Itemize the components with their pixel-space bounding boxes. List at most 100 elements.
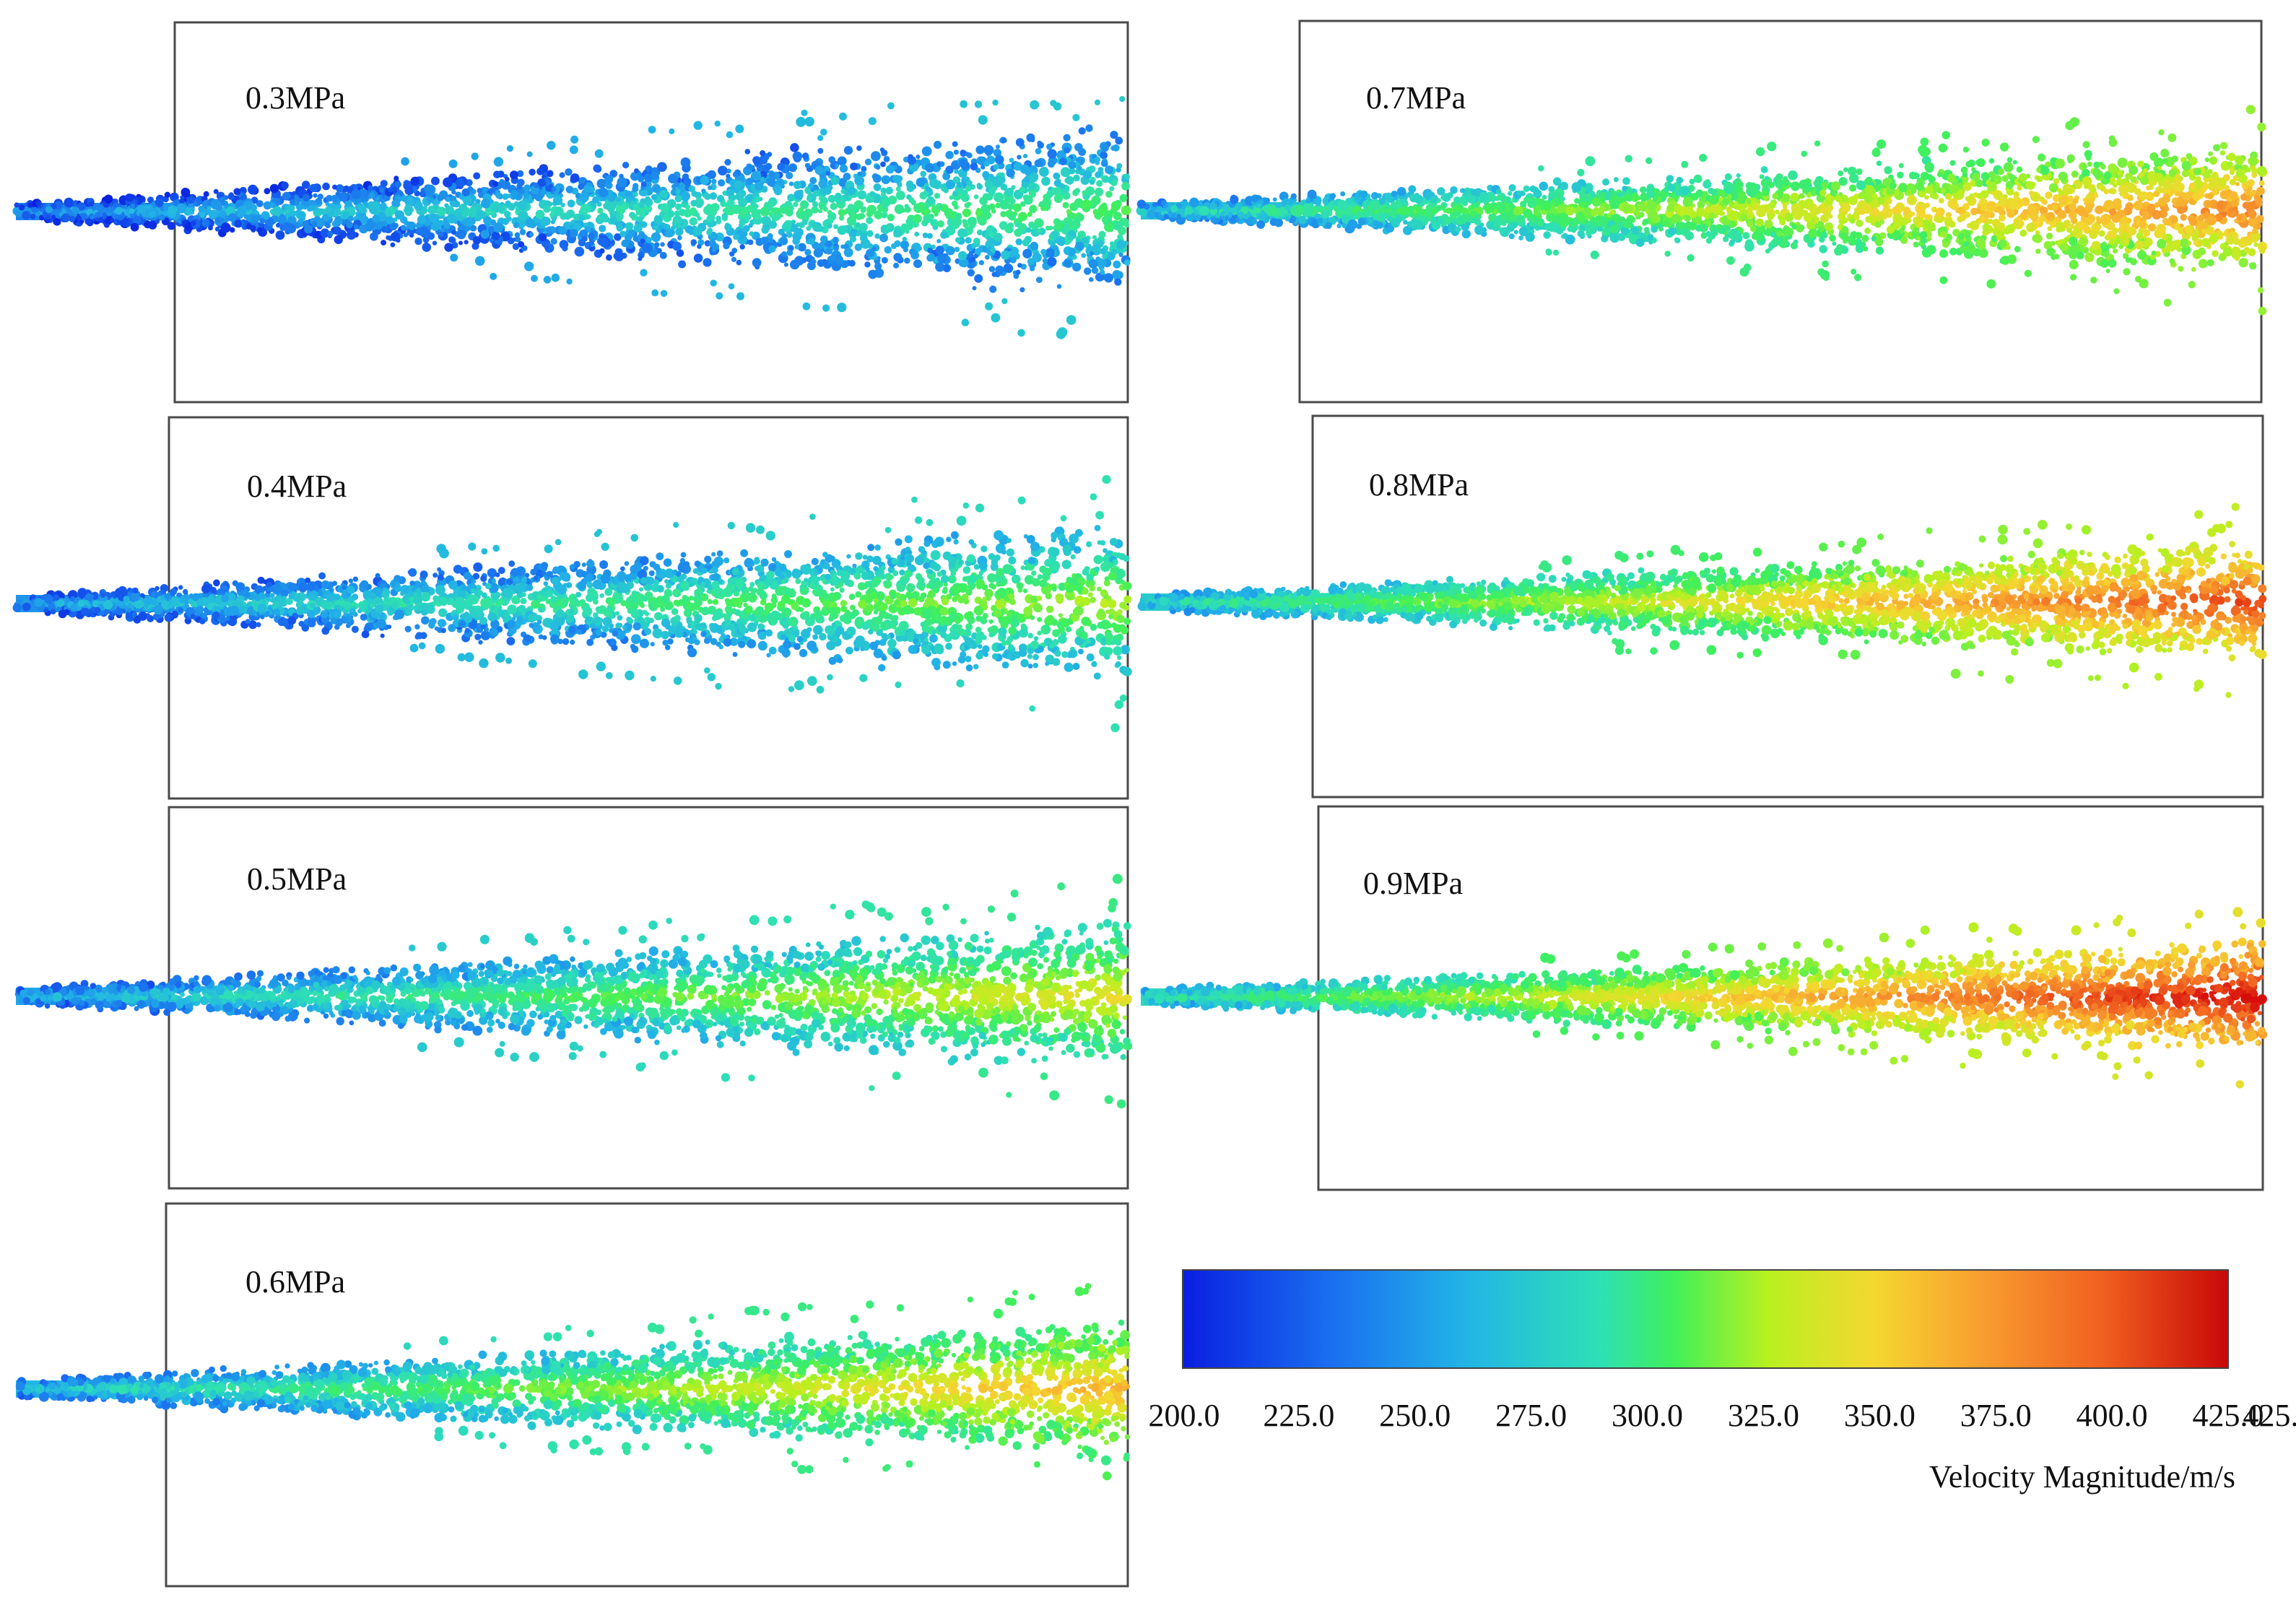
droplet [568, 609, 574, 614]
droplet [130, 203, 136, 209]
droplet [1019, 164, 1030, 174]
droplet [733, 590, 740, 597]
droplet [859, 222, 868, 232]
droplet [771, 593, 777, 599]
droplet [1123, 555, 1130, 562]
droplet [76, 215, 82, 222]
droplet [966, 180, 973, 186]
droplet [826, 640, 836, 650]
droplet [1030, 541, 1040, 552]
droplet [781, 232, 787, 239]
droplet [970, 162, 978, 171]
droplet [17, 599, 22, 604]
droplet [1026, 133, 1035, 142]
droplet [783, 262, 788, 267]
droplet [1028, 190, 1036, 198]
droplet [710, 203, 720, 212]
droplet [90, 214, 95, 219]
droplet [466, 218, 474, 227]
droplet [952, 141, 958, 147]
droplet [1058, 626, 1066, 634]
droplet [845, 646, 853, 655]
droplet [645, 237, 652, 243]
droplet [586, 573, 593, 580]
droplet [1105, 595, 1112, 601]
droplet [988, 619, 993, 625]
droplet [1037, 617, 1043, 622]
droplet [203, 191, 209, 197]
droplet [867, 544, 875, 552]
droplet [656, 552, 664, 560]
droplet [316, 219, 325, 227]
droplet [432, 240, 438, 245]
droplet [419, 570, 428, 579]
droplet [697, 244, 702, 249]
droplet [422, 243, 432, 252]
droplet [996, 144, 1000, 149]
droplet [978, 115, 988, 125]
droplet [178, 596, 186, 604]
droplet [1045, 661, 1050, 666]
droplet [958, 628, 966, 636]
droplet [644, 210, 649, 216]
droplet [765, 629, 773, 637]
droplet [1001, 297, 1008, 305]
droplet [408, 590, 414, 596]
droplet [84, 218, 92, 225]
droplet [1073, 174, 1080, 182]
droplet [799, 648, 808, 658]
droplet [1111, 622, 1117, 628]
droplet [201, 219, 210, 227]
droplet [880, 225, 889, 232]
droplet [857, 582, 866, 591]
droplet [705, 562, 710, 567]
droplet [1112, 270, 1122, 279]
droplet [747, 639, 757, 649]
droplet [583, 606, 593, 616]
droplet [346, 221, 354, 229]
droplet [634, 168, 639, 173]
droplet [693, 121, 703, 130]
droplet [1034, 159, 1043, 167]
droplet [604, 588, 613, 596]
droplet [883, 156, 890, 162]
droplet [733, 233, 739, 240]
droplet [949, 213, 955, 219]
droplet [474, 633, 482, 640]
droplet [88, 201, 95, 207]
droplet [546, 170, 554, 178]
droplet [1074, 143, 1083, 152]
droplet [921, 552, 927, 557]
droplet [856, 145, 862, 151]
droplet [404, 593, 409, 599]
droplet [1061, 651, 1069, 658]
droplet [554, 206, 564, 217]
droplet [681, 573, 687, 580]
droplet [495, 593, 500, 599]
droplet [1120, 626, 1129, 635]
droplet [960, 190, 965, 195]
droplet [144, 596, 153, 606]
droplet [989, 285, 997, 293]
droplet [1115, 136, 1123, 145]
droplet [1036, 277, 1043, 283]
droplet [799, 606, 804, 612]
droplet [843, 248, 853, 258]
droplet [1082, 199, 1092, 209]
droplet [551, 186, 557, 192]
droplet [495, 193, 501, 199]
droplet [453, 209, 463, 218]
droplet [351, 189, 361, 199]
droplet [694, 598, 703, 607]
droplet [506, 145, 514, 152]
droplet [678, 260, 687, 269]
droplet [282, 191, 291, 201]
droplet [478, 640, 483, 645]
droplet [27, 202, 33, 208]
droplet [510, 567, 520, 577]
droplet [51, 214, 56, 219]
droplet [210, 199, 221, 210]
droplet [1091, 661, 1097, 667]
droplet [1046, 567, 1052, 573]
droplet [592, 196, 600, 204]
